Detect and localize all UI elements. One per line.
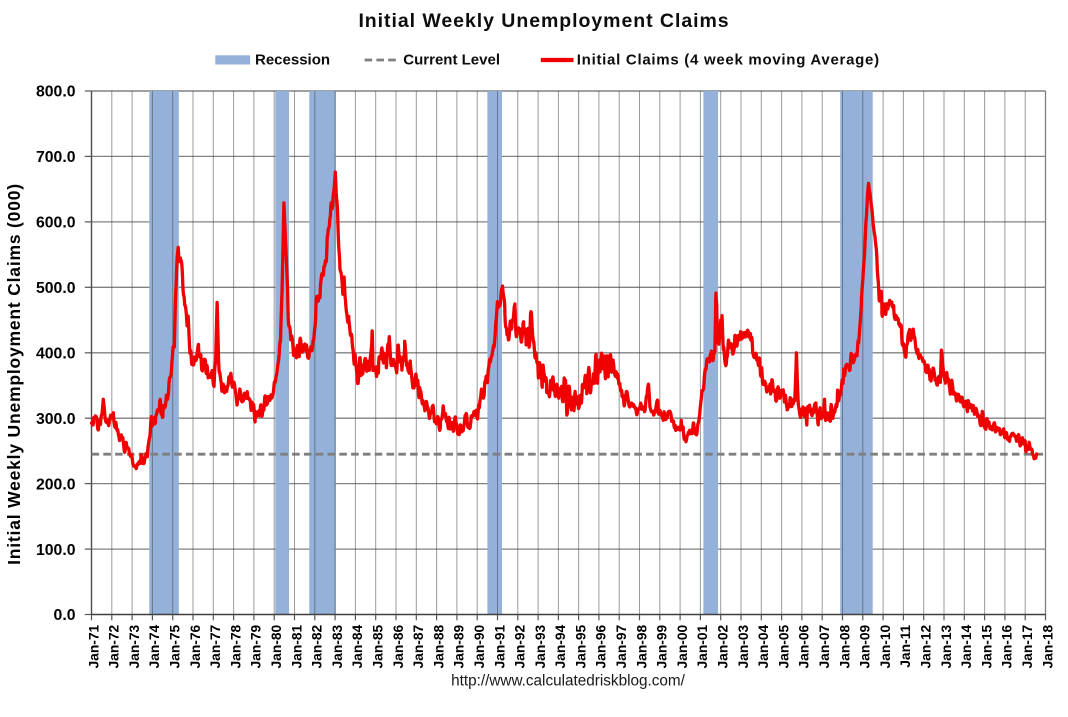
svg-text:Jan-95: Jan-95	[573, 624, 588, 668]
svg-text:Jan-99: Jan-99	[655, 624, 670, 668]
svg-text:Jan-73: Jan-73	[127, 624, 142, 668]
svg-text:Initial Weekly Unemployment Cl: Initial Weekly Unemployment Claims (000)	[4, 183, 24, 565]
svg-text:Jan-17: Jan-17	[1020, 624, 1035, 668]
svg-text:Jan-83: Jan-83	[330, 624, 345, 668]
svg-text:Jan-07: Jan-07	[817, 624, 832, 668]
svg-text:Jan-03: Jan-03	[736, 624, 751, 668]
svg-text:Jan-92: Jan-92	[513, 624, 528, 668]
svg-text:Jan-80: Jan-80	[269, 624, 284, 668]
svg-text:100.0: 100.0	[36, 542, 76, 559]
svg-text:Jan-98: Jan-98	[634, 624, 649, 668]
svg-text:Jan-75: Jan-75	[168, 624, 183, 668]
svg-text:Jan-05: Jan-05	[776, 624, 791, 668]
svg-text:Jan-02: Jan-02	[716, 624, 731, 668]
svg-text:Jan-86: Jan-86	[391, 624, 406, 668]
svg-text:Jan-87: Jan-87	[411, 624, 426, 668]
svg-text:Initial Claims (4 week moving: Initial Claims (4 week moving Average)	[577, 52, 880, 69]
svg-text:Initial Weekly Unemployment Cl: Initial Weekly Unemployment Claims	[358, 10, 729, 32]
svg-text:Jan-14: Jan-14	[959, 624, 974, 668]
svg-text:Jan-90: Jan-90	[472, 624, 487, 668]
svg-text:Jan-12: Jan-12	[919, 624, 934, 668]
svg-text:Jan-04: Jan-04	[756, 624, 771, 668]
svg-text:Jan-01: Jan-01	[695, 624, 710, 668]
svg-text:500.0: 500.0	[36, 280, 76, 297]
svg-text:Jan-00: Jan-00	[675, 624, 690, 668]
svg-text:300.0: 300.0	[36, 411, 76, 428]
svg-text:Jan-11: Jan-11	[898, 624, 913, 667]
svg-text:Jan-82: Jan-82	[310, 624, 325, 668]
svg-text:Current Level: Current Level	[403, 52, 500, 69]
svg-text:Recession: Recession	[255, 52, 330, 69]
svg-text:Jan-78: Jan-78	[228, 624, 243, 668]
svg-text:Jan-16: Jan-16	[1000, 624, 1015, 668]
svg-text:Jan-10: Jan-10	[878, 624, 893, 668]
svg-text:Jan-15: Jan-15	[979, 624, 994, 668]
svg-text:Jan-97: Jan-97	[614, 624, 629, 668]
svg-text:Jan-18: Jan-18	[1040, 624, 1055, 668]
svg-text:0.0: 0.0	[54, 607, 76, 624]
svg-text:Jan-88: Jan-88	[431, 624, 446, 668]
svg-text:Jan-96: Jan-96	[594, 624, 609, 668]
svg-text:Jan-08: Jan-08	[837, 624, 852, 668]
svg-text:http://www.calculatedriskblog.: http://www.calculatedriskblog.com/	[451, 673, 686, 690]
svg-text:200.0: 200.0	[36, 476, 76, 493]
svg-text:Jan-74: Jan-74	[147, 624, 162, 668]
svg-text:Jan-91: Jan-91	[492, 624, 507, 668]
svg-text:700.0: 700.0	[36, 149, 76, 166]
svg-text:400.0: 400.0	[36, 345, 76, 362]
svg-text:Jan-76: Jan-76	[188, 624, 203, 668]
svg-text:Jan-94: Jan-94	[553, 624, 568, 668]
svg-text:Jan-84: Jan-84	[350, 624, 365, 668]
svg-text:Jan-85: Jan-85	[371, 624, 386, 668]
svg-text:Jan-13: Jan-13	[939, 624, 954, 668]
svg-text:Jan-89: Jan-89	[452, 624, 467, 668]
svg-text:600.0: 600.0	[36, 215, 76, 232]
svg-text:Jan-06: Jan-06	[797, 624, 812, 668]
svg-text:Jan-77: Jan-77	[208, 624, 223, 668]
svg-text:Jan-71: Jan-71	[86, 624, 101, 668]
svg-text:Jan-93: Jan-93	[533, 624, 548, 668]
svg-text:Jan-09: Jan-09	[858, 624, 873, 668]
svg-text:Jan-79: Jan-79	[249, 624, 264, 668]
svg-text:Jan-72: Jan-72	[107, 624, 122, 668]
svg-text:Jan-81: Jan-81	[289, 624, 304, 668]
svg-text:800.0: 800.0	[36, 84, 76, 101]
